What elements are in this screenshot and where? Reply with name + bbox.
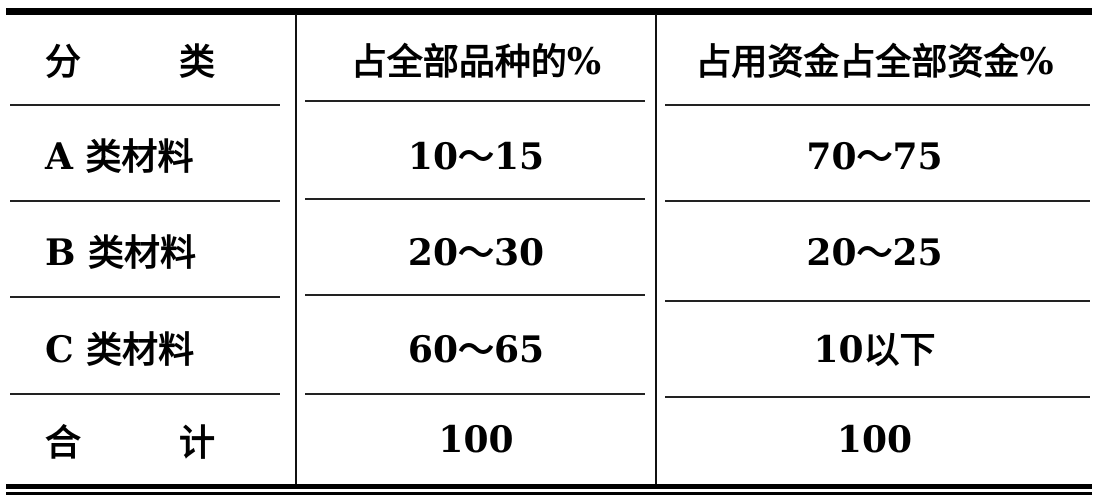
row-divider xyxy=(305,294,645,296)
row-divider xyxy=(305,393,645,395)
top-rule xyxy=(6,8,1092,15)
column-divider xyxy=(295,14,297,484)
row-divider xyxy=(665,396,1090,398)
row-a-funds-pct: 70～75 xyxy=(806,136,943,178)
row-divider xyxy=(10,296,280,298)
row-a-category: A 类材料 xyxy=(45,136,194,178)
row-divider xyxy=(665,300,1090,302)
row-c-category: C 类材料 xyxy=(45,329,195,371)
bottom-rule xyxy=(6,484,1092,489)
row-b-category: B 类材料 xyxy=(45,232,196,274)
column-divider xyxy=(655,14,657,484)
total-label-char: 合 xyxy=(45,422,82,464)
row-a-items-pct: 10～15 xyxy=(407,136,545,178)
row-c-funds-pct: 10以下 xyxy=(813,329,936,371)
header-category-char: 类 xyxy=(178,41,215,83)
total-label-char: 计 xyxy=(178,422,215,464)
total-funds-pct: 100 xyxy=(836,419,913,461)
row-divider xyxy=(10,393,280,395)
row-divider xyxy=(665,104,1090,106)
header-funds-pct: 占用资金占全部资金% xyxy=(695,41,1054,83)
row-b-items-pct: 20～30 xyxy=(407,232,545,274)
header-category-char: 分 xyxy=(45,41,82,83)
row-c-items-pct: 60～65 xyxy=(407,329,545,371)
header-items-pct: 占全部品种的% xyxy=(350,41,602,83)
row-divider xyxy=(10,200,280,202)
row-divider xyxy=(305,198,645,200)
row-divider xyxy=(305,100,645,102)
row-b-funds-pct: 20～25 xyxy=(806,232,943,274)
total-label: 合 计 xyxy=(45,397,215,483)
total-items-pct: 100 xyxy=(438,419,514,461)
bottom-rule xyxy=(6,492,1092,495)
row-divider xyxy=(665,200,1090,202)
row-divider xyxy=(10,104,280,106)
header-category: 分 类 xyxy=(45,15,215,103)
